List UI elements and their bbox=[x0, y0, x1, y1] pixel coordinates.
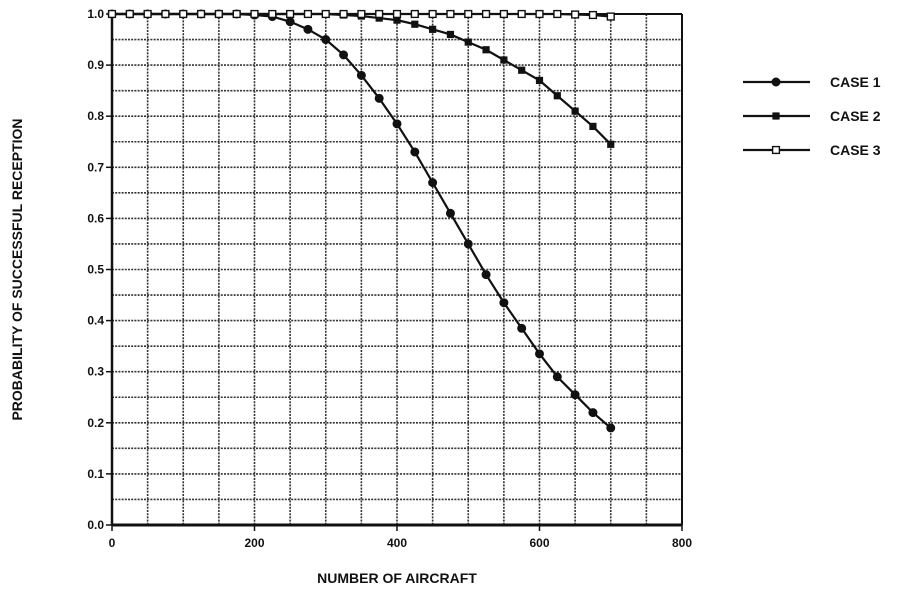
legend-marker bbox=[771, 145, 781, 155]
y-tick-label: 0.0 bbox=[87, 518, 104, 532]
data-point bbox=[232, 9, 241, 19]
data-point bbox=[589, 122, 597, 131]
data-point bbox=[571, 107, 579, 115]
data-point bbox=[445, 208, 455, 218]
legend-item: CASE 1 bbox=[743, 74, 881, 90]
data-point bbox=[588, 10, 598, 20]
x-tick-label: 800 bbox=[672, 536, 692, 550]
data-point bbox=[143, 9, 152, 19]
data-point bbox=[250, 9, 259, 19]
data-point bbox=[357, 9, 366, 19]
data-point bbox=[125, 9, 134, 19]
y-tick-label: 0.8 bbox=[87, 109, 104, 123]
data-point bbox=[481, 9, 491, 19]
data-point bbox=[268, 9, 277, 19]
x-tick-label: 600 bbox=[529, 536, 549, 550]
data-point bbox=[214, 9, 223, 19]
data-point bbox=[570, 390, 580, 400]
data-point bbox=[517, 9, 526, 19]
y-tick-label: 0.3 bbox=[87, 365, 104, 379]
data-point bbox=[499, 9, 508, 19]
data-point bbox=[571, 10, 580, 19]
data-point bbox=[429, 25, 437, 33]
data-point bbox=[375, 9, 384, 19]
x-tick-label: 0 bbox=[109, 536, 116, 550]
data-point bbox=[607, 140, 615, 148]
data-point bbox=[179, 9, 188, 19]
series-group bbox=[107, 9, 616, 433]
data-point bbox=[535, 9, 544, 19]
y-axis-title: PROBABILITY OF SUCCESSFUL RECEPTION bbox=[9, 118, 25, 420]
data-point bbox=[286, 9, 295, 19]
y-tick-label: 0.6 bbox=[87, 211, 104, 225]
data-point bbox=[463, 239, 473, 249]
x-axis-title: NUMBER OF AIRCRAFT bbox=[317, 570, 477, 586]
data-point bbox=[588, 408, 598, 418]
x-tick-label: 400 bbox=[387, 536, 407, 550]
data-point bbox=[482, 46, 490, 54]
grid bbox=[111, 13, 683, 526]
data-point bbox=[285, 17, 295, 27]
data-point bbox=[464, 9, 473, 19]
data-point bbox=[517, 323, 527, 333]
legend-label: CASE 3 bbox=[830, 142, 881, 158]
y-tick-label: 0.7 bbox=[87, 160, 104, 174]
legend-marker bbox=[772, 112, 780, 120]
data-point bbox=[428, 9, 437, 19]
legend: CASE 1 CASE 2 CASE 3 bbox=[743, 74, 881, 158]
data-point bbox=[356, 70, 366, 80]
data-point bbox=[500, 56, 508, 64]
x-axis-ticks: 0 200 400 600 800 bbox=[109, 525, 692, 550]
data-point bbox=[481, 270, 491, 280]
data-point bbox=[411, 20, 419, 28]
y-tick-label: 1.0 bbox=[87, 7, 104, 21]
data-point bbox=[552, 372, 562, 382]
data-point bbox=[464, 38, 472, 46]
y-tick-label: 0.2 bbox=[87, 416, 104, 430]
y-tick-label: 0.1 bbox=[87, 467, 104, 481]
legend-marker bbox=[771, 77, 781, 87]
y-tick-label: 0.9 bbox=[87, 58, 104, 72]
data-point bbox=[339, 9, 348, 19]
series-case-3 bbox=[107, 9, 615, 21]
data-point bbox=[392, 9, 402, 19]
legend-label: CASE 2 bbox=[830, 108, 881, 124]
data-point bbox=[499, 298, 509, 308]
data-point bbox=[410, 147, 420, 157]
data-point bbox=[303, 9, 313, 19]
data-point bbox=[321, 9, 330, 19]
data-point bbox=[606, 12, 615, 21]
legend-item: CASE 2 bbox=[743, 108, 881, 124]
data-point bbox=[392, 119, 402, 129]
data-point bbox=[553, 9, 562, 19]
data-point bbox=[161, 9, 170, 19]
y-tick-label: 0.4 bbox=[87, 314, 104, 328]
x-tick-label: 200 bbox=[244, 536, 264, 550]
data-point bbox=[535, 76, 544, 85]
data-point bbox=[321, 35, 331, 45]
legend-label: CASE 1 bbox=[830, 74, 881, 90]
data-point bbox=[553, 92, 561, 100]
data-point bbox=[410, 9, 419, 19]
data-point bbox=[518, 66, 526, 74]
y-tick-label: 0.5 bbox=[87, 263, 104, 277]
data-point bbox=[196, 9, 206, 19]
data-point bbox=[374, 93, 384, 103]
data-point bbox=[446, 9, 455, 19]
y-axis-ticks: 0.0 0.1 0.2 0.3 0.4 0.5 0.6 0.7 0.8 0.9 1.0 bbox=[87, 7, 112, 532]
legend-item: CASE 3 bbox=[743, 142, 881, 158]
data-point bbox=[339, 50, 349, 60]
data-point bbox=[606, 423, 616, 433]
data-point bbox=[303, 24, 313, 34]
data-point bbox=[446, 30, 455, 39]
data-point bbox=[535, 349, 544, 359]
data-point bbox=[107, 9, 117, 19]
data-point bbox=[428, 178, 438, 188]
data-point bbox=[393, 16, 401, 24]
